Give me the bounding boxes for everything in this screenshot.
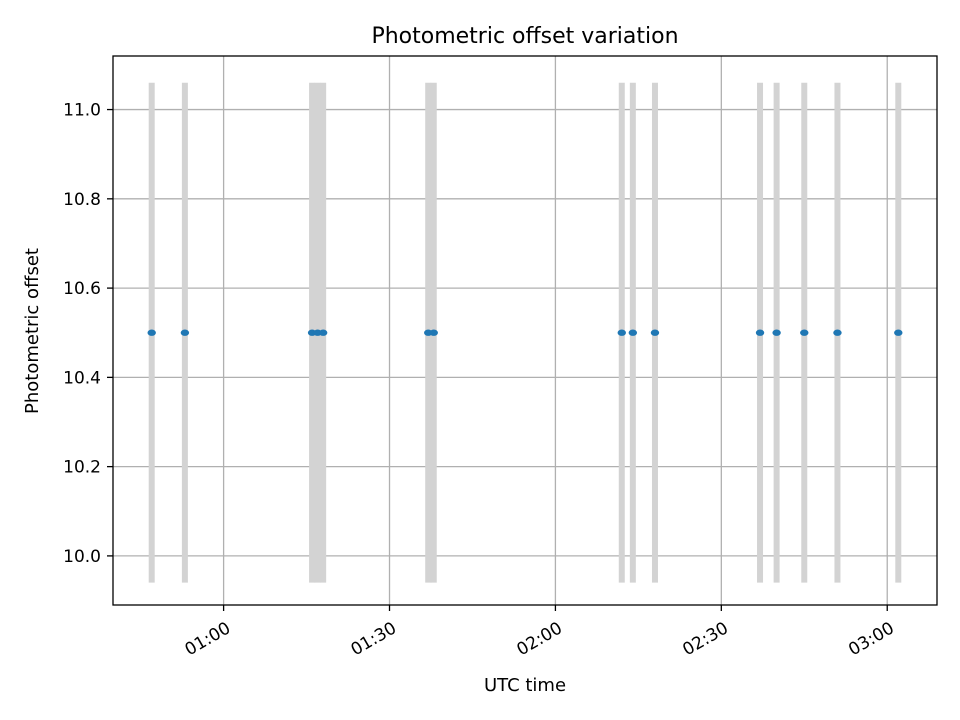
y-tick-label: 10.8 [63,190,101,210]
y-tick-label: 11.0 [63,101,101,121]
x-axis-label: UTC time [484,675,566,696]
data-point [800,329,809,336]
data-point [650,329,660,336]
data-point [894,329,903,336]
y-tick-label: 10.0 [63,547,101,567]
data-point [429,329,438,336]
data-point [772,329,781,336]
points-layer [147,329,903,336]
data-point [318,329,328,336]
plot-frame [112,55,938,606]
y-tick-label: 10.4 [63,368,101,388]
data-point [628,329,638,336]
chart-title: Photometric offset variation [371,24,678,49]
y-tick-label: 10.2 [63,458,101,478]
data-point [180,329,190,336]
y-axis-label: Photometric offset [22,248,43,414]
y-tick-label: 10.6 [63,279,101,299]
data-point [617,329,626,336]
grid-layer [113,56,937,605]
data-point [755,329,765,336]
data-point [147,329,156,336]
data-point [833,329,842,336]
